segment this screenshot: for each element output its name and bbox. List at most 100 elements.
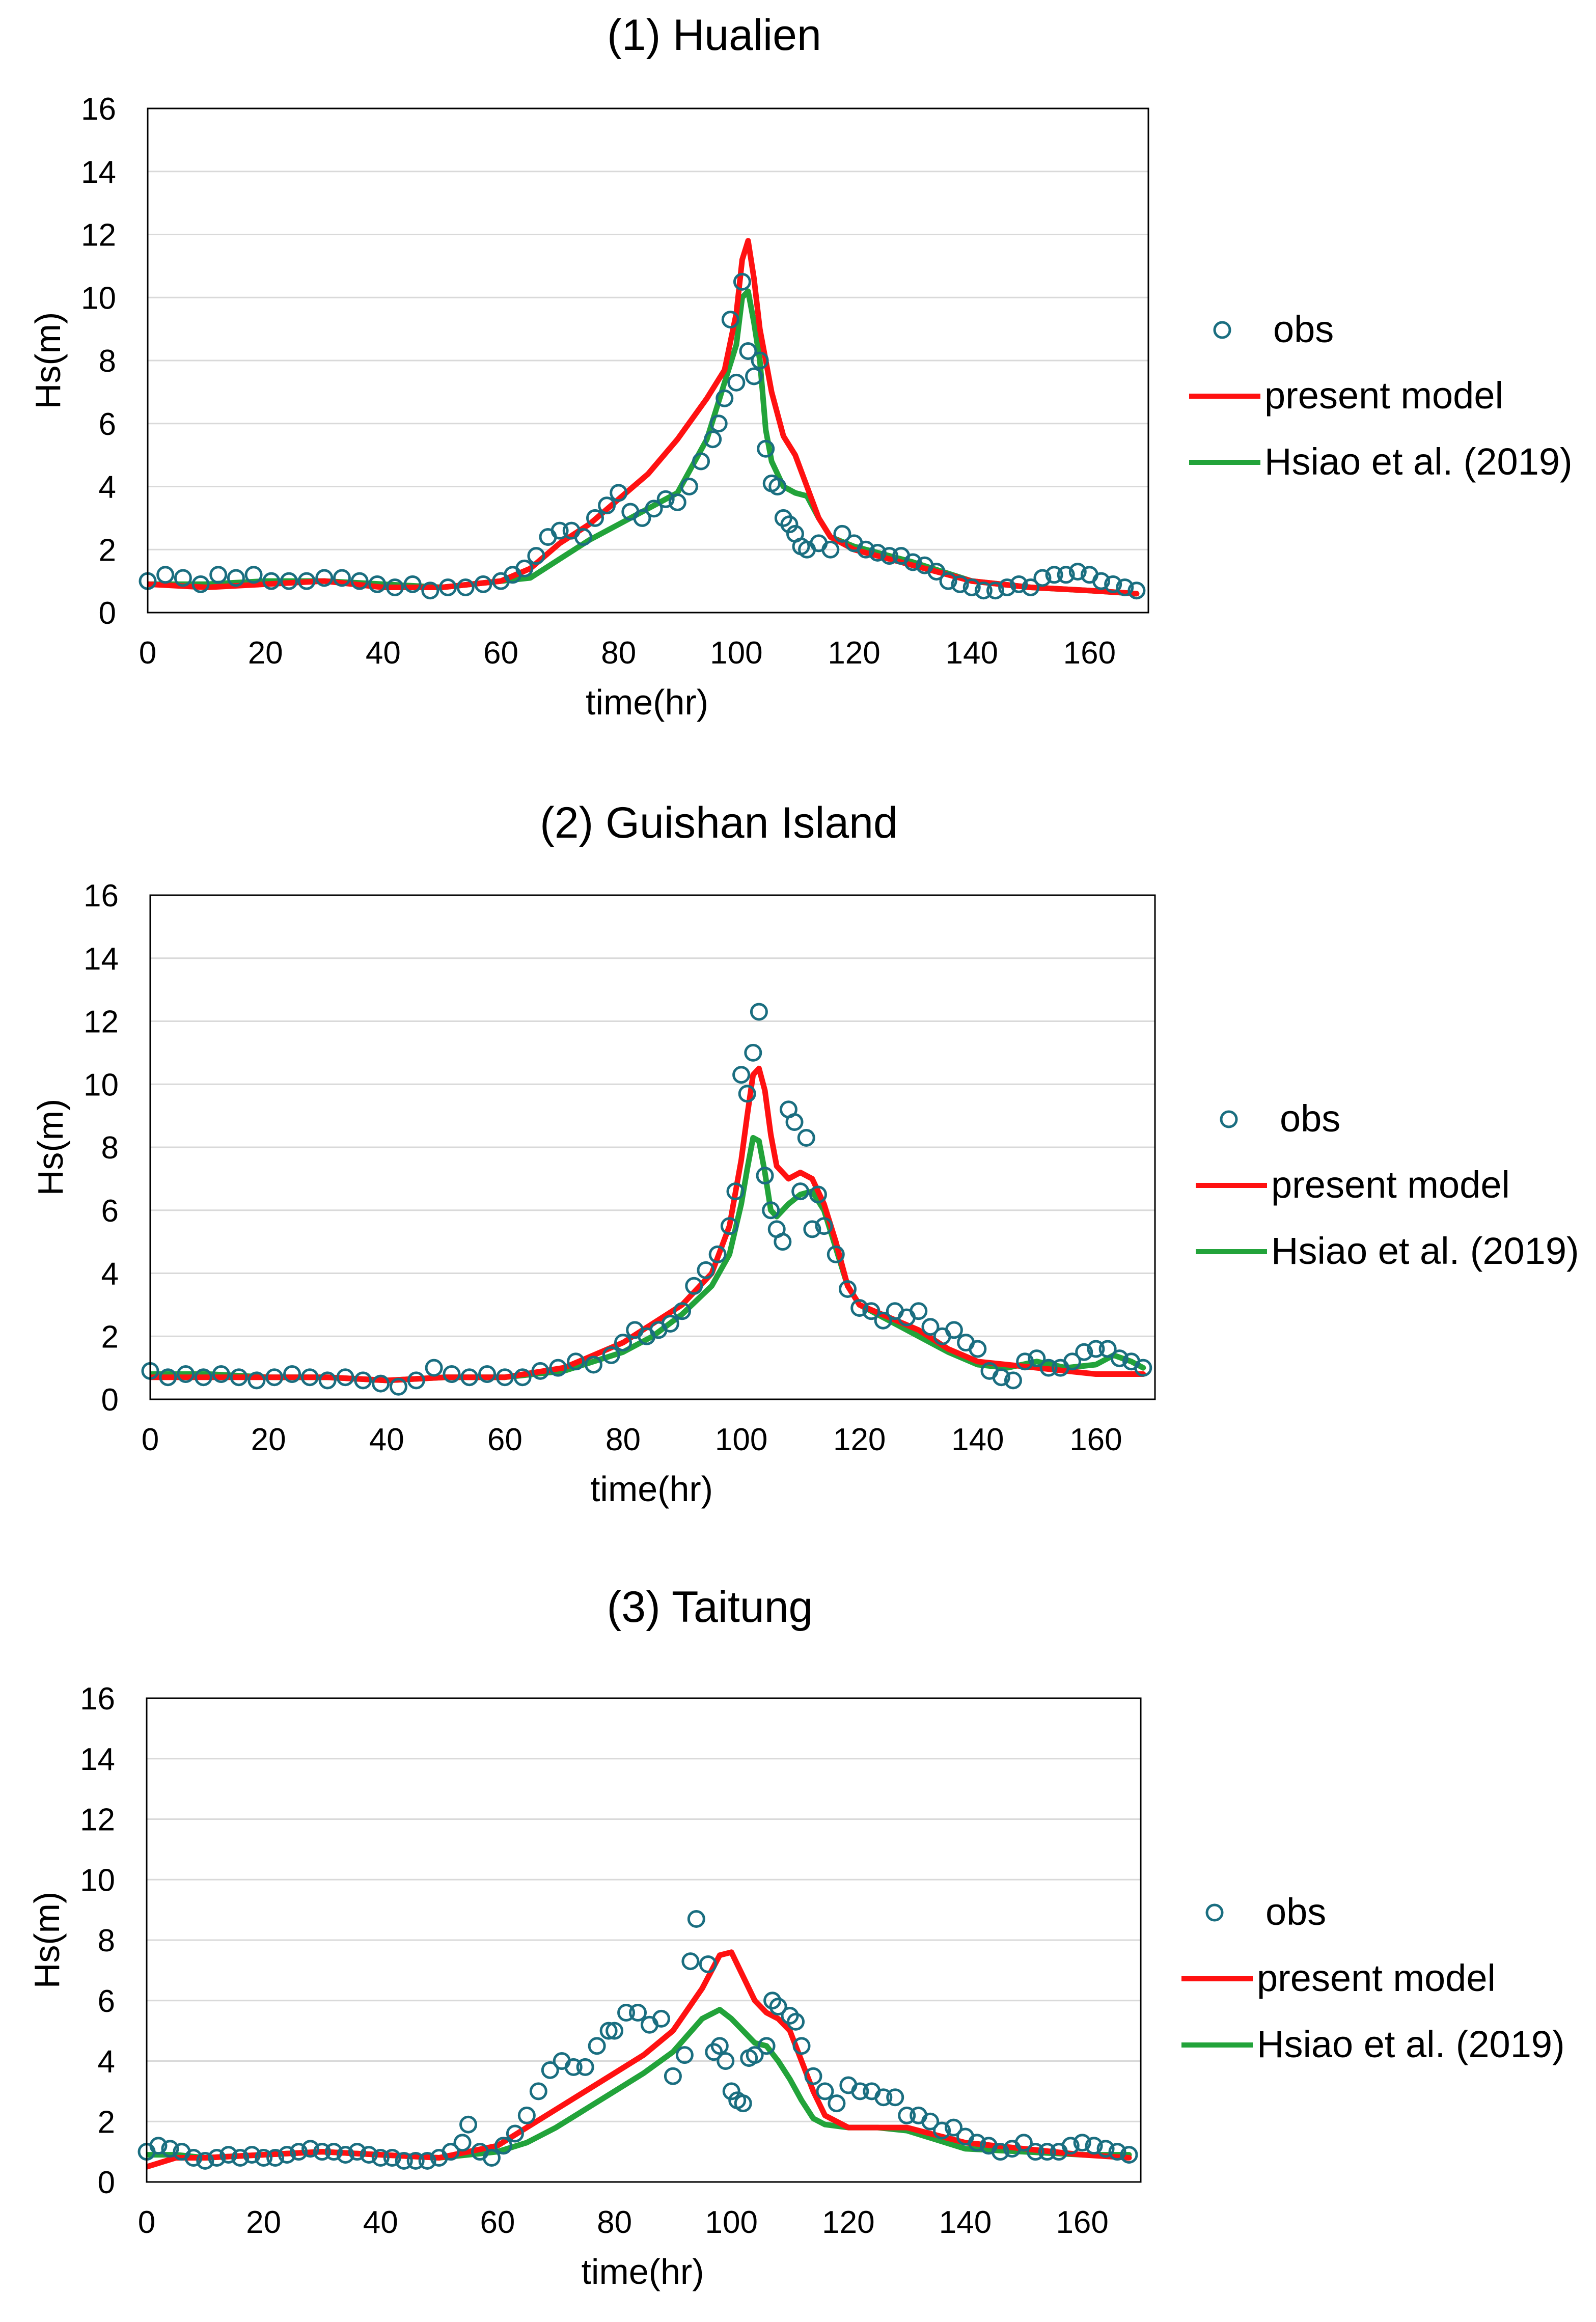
x-tick-label: 0	[142, 1422, 159, 1457]
obs-point	[395, 2151, 413, 2170]
obs-point	[439, 578, 457, 596]
obs-point	[1038, 2143, 1056, 2161]
obs-point	[460, 1368, 479, 1387]
obs-point	[1073, 2134, 1091, 2152]
obs-point	[266, 2149, 285, 2167]
obs-point	[506, 2124, 524, 2143]
obs-point	[880, 547, 898, 565]
obs-point	[974, 582, 993, 600]
obs-point	[1057, 566, 1075, 584]
obs-point	[336, 1368, 354, 1387]
y-tick-label: 12	[80, 1803, 115, 1838]
obs-point	[515, 559, 534, 577]
obs-point	[290, 2143, 308, 2161]
obs-point	[1085, 2137, 1103, 2155]
obs-point	[697, 1261, 715, 1279]
obs-point	[1014, 2134, 1033, 2152]
legend-label: Hsiao et al. (2019)	[1257, 2023, 1565, 2065]
legend-marker	[1213, 321, 1231, 339]
obs-point	[746, 2046, 764, 2064]
obs-point	[968, 2134, 986, 2152]
obs-point	[768, 478, 787, 495]
obs-point	[196, 2151, 214, 2170]
y-tick-label: 10	[84, 1067, 119, 1102]
obs-point	[230, 1368, 248, 1387]
obs-point	[763, 1992, 782, 2010]
legend-label: obs	[1273, 308, 1334, 350]
obs-point	[262, 572, 281, 590]
obs-point	[675, 2046, 694, 2064]
obs-point	[372, 1374, 390, 1393]
y-tick-label: 2	[101, 1319, 119, 1354]
gridlines	[150, 957, 1155, 1337]
series-line-present-model	[150, 1065, 1146, 1384]
y-tick-label: 4	[101, 1257, 119, 1292]
y-tick-label: 2	[98, 2105, 115, 2140]
legend-label: obs	[1280, 1097, 1340, 1140]
series-line-present-model	[147, 1949, 1132, 2170]
obs-point	[750, 1003, 768, 1021]
obs-point	[633, 509, 651, 527]
y-tick-label: 6	[98, 1984, 115, 2019]
obs-point	[886, 2088, 904, 2107]
x-tick-label: 120	[828, 635, 880, 671]
obs-point	[803, 1220, 821, 1238]
obs-point	[1045, 566, 1063, 584]
obs-point	[699, 1955, 717, 1973]
obs-point	[194, 1368, 212, 1387]
obs-point	[231, 2149, 250, 2167]
legend-label: Hsiao et al. (2019)	[1271, 1230, 1579, 1272]
obs-point	[898, 2106, 916, 2124]
obs-point	[791, 1182, 810, 1201]
obs-point	[992, 1368, 1010, 1387]
x-tick-label: 120	[833, 1422, 886, 1457]
obs-point	[1092, 572, 1111, 590]
obs-point	[318, 1371, 337, 1390]
obs-point	[868, 543, 887, 562]
legend-marker	[1205, 1903, 1224, 1922]
y-tick-label: 6	[99, 407, 116, 442]
obs-point	[1110, 1349, 1129, 1368]
legend-item-3: Hsiao et al. (2019)	[1181, 2023, 1565, 2065]
obs-point	[1104, 575, 1122, 593]
legend-item-2: present model	[1196, 1164, 1510, 1206]
obs-point	[756, 1167, 774, 1185]
x-axis-label: time(hr)	[581, 2252, 704, 2291]
obs-point	[732, 1066, 751, 1084]
obs-point	[541, 2061, 559, 2079]
obs-point	[442, 2143, 460, 2161]
obs-point	[551, 521, 569, 540]
obs-point	[874, 1311, 892, 1330]
obs-point	[453, 2134, 472, 2152]
obs-point	[1004, 1371, 1022, 1390]
y-tick-label: 0	[99, 596, 116, 631]
obs-point	[745, 367, 763, 385]
obs-point	[1127, 582, 1146, 600]
gridlines	[147, 1758, 1141, 2122]
obs-point	[283, 1365, 301, 1383]
obs-point	[1068, 563, 1087, 581]
y-tick-label: 0	[98, 2165, 115, 2200]
gridlines	[148, 171, 1148, 550]
x-tick-label: 140	[939, 2205, 992, 2240]
chart-title: (2) Guishan Island	[540, 798, 898, 847]
obs-point	[927, 563, 946, 581]
obs-point	[910, 1302, 928, 1320]
x-tick-labels: 0 20 40 60 80 100 120 140 160	[142, 1422, 1122, 1457]
obs-point	[734, 2094, 752, 2113]
y-tick-label: 2	[99, 533, 116, 568]
obs-point	[174, 569, 192, 587]
series-line-hsiao-2019	[148, 288, 1140, 597]
obs-point	[191, 575, 210, 593]
obs-point	[904, 553, 922, 571]
obs-point	[407, 1371, 425, 1390]
obs-point	[610, 484, 628, 502]
chart-title: (1) Hualien	[607, 11, 821, 60]
obs-point	[350, 572, 369, 590]
obs-point	[945, 2118, 963, 2137]
x-tick-label: 60	[480, 2205, 515, 2240]
obs-point	[159, 1368, 177, 1387]
plot-frame	[147, 107, 1149, 614]
